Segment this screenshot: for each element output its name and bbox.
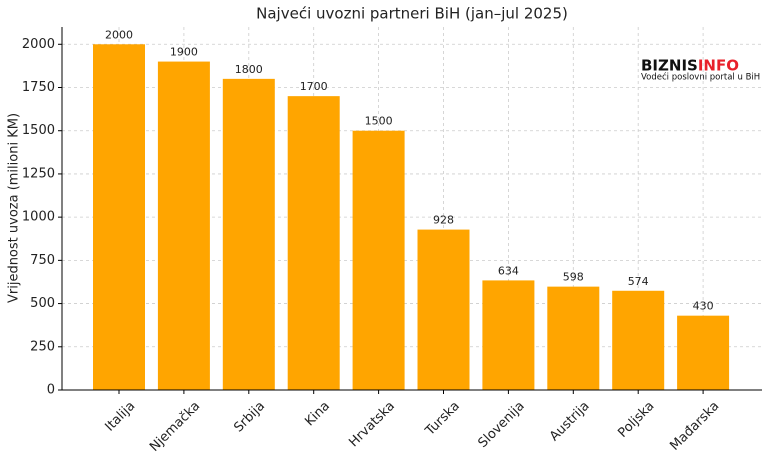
x-tick-label: Italija: [102, 399, 138, 435]
bar: [612, 290, 665, 390]
logo: INFO: [698, 57, 739, 75]
data-label: 574: [628, 275, 649, 288]
y-tick-label: 0: [47, 383, 55, 398]
y-tick-label: 2000: [22, 37, 55, 52]
bar: [352, 130, 405, 390]
logo-tagline: Vodeći poslovni portal u BiH: [641, 72, 760, 83]
bar: [157, 61, 210, 390]
x-tick-label: Mađarska: [667, 399, 722, 454]
x-tick-label: Turska: [422, 399, 463, 440]
bar: [222, 78, 275, 390]
data-label: 1800: [235, 63, 263, 76]
data-label: 634: [498, 264, 519, 277]
x-tick-label: Austrija: [547, 399, 593, 445]
y-tick-label: 750: [30, 253, 55, 268]
x-tick-label: Hrvatska: [346, 399, 398, 451]
x-tick-label: Slovenija: [475, 399, 527, 451]
x-tick-label: Srbija: [231, 399, 268, 436]
chart-title: Najveći uvozni partneri BiH (jan–jul 202…: [256, 5, 568, 23]
data-label: 928: [433, 214, 454, 227]
bars: [93, 44, 730, 391]
bar: [677, 315, 730, 390]
y-tick-label: 1000: [22, 210, 55, 225]
y-tick-label: 1750: [22, 80, 55, 95]
data-label: 1700: [300, 80, 328, 93]
data-label: 2000: [105, 28, 133, 41]
x-tick-label: Njemačka: [147, 399, 203, 455]
data-label: 1900: [170, 46, 198, 59]
data-label: 1500: [365, 115, 393, 128]
x-tick-label: Poljska: [615, 399, 657, 441]
y-tick-label: 1500: [22, 123, 55, 138]
bar: [417, 229, 470, 390]
bar: [482, 280, 535, 390]
logo: BIZNIS: [641, 57, 698, 75]
data-label: 430: [693, 300, 714, 313]
y-axis-label: Vrijednost uvoza (milioni KM): [7, 113, 22, 303]
y-tick-label: 1250: [22, 166, 55, 181]
bar: [547, 286, 600, 390]
data-label: 598: [563, 271, 584, 284]
x-tick-label: Kina: [302, 399, 333, 430]
y-tick-label: 500: [30, 296, 55, 311]
y-tick-label: 250: [30, 339, 55, 354]
bar: [93, 44, 145, 391]
bar: [287, 96, 340, 391]
